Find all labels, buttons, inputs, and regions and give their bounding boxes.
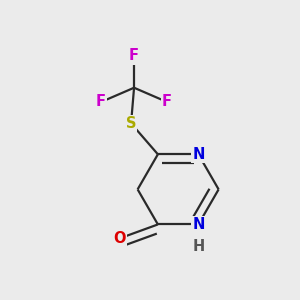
Text: N: N [192,147,205,162]
Text: F: F [96,94,106,110]
Text: F: F [129,48,139,63]
Text: H: H [192,239,205,254]
Text: F: F [162,94,172,110]
Text: N: N [192,217,205,232]
Text: O: O [113,231,125,246]
Text: S: S [126,116,136,131]
